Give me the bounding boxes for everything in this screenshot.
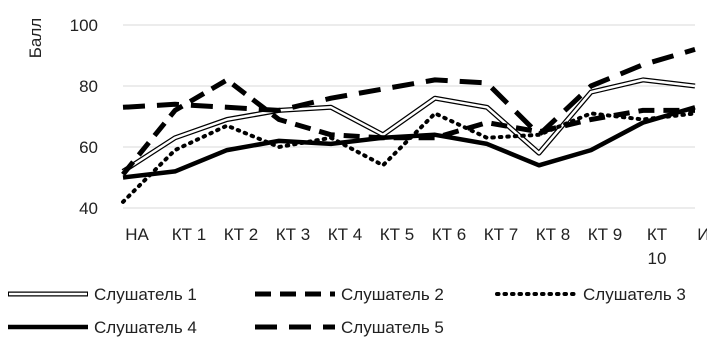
legend-item: Слушатель 5 (255, 318, 444, 337)
x-tick-label: НА (125, 225, 149, 244)
x-tick-label: КТ 7 (484, 225, 518, 244)
y-tick-label: 60 (79, 138, 98, 157)
series-line-inner (122, 78, 696, 173)
x-tick-label: КТ 8 (536, 225, 570, 244)
x-tick-label: КТ 5 (380, 225, 414, 244)
y-tick-label: 100 (70, 16, 98, 35)
series-path (122, 47, 696, 138)
legend-label: Слушатель 5 (341, 318, 444, 337)
x-tick-label: КТ 9 (588, 225, 622, 244)
legend-label: Слушатель 3 (583, 285, 686, 304)
series-line-1 (121, 77, 696, 174)
series-line-4 (122, 105, 696, 180)
legend-item: Слушатель 1 (8, 285, 197, 304)
series-path (122, 105, 696, 180)
x-tick-label: КТ 1 (172, 225, 206, 244)
legend: Слушатель 1 Слушатель 2 Слушатель 3 Слушате… (8, 285, 686, 337)
y-axis-label: Балл (26, 18, 45, 58)
x-tick-label: ИА (697, 225, 707, 244)
series-line-3 (121, 111, 697, 204)
x-axis-ticks: НА КТ 1 КТ 2 КТ 3 КТ 4 КТ 5 КТ 6 КТ 7 КТ 8 КТ 9 КТ… (125, 225, 707, 268)
y-tick-label: 80 (79, 77, 98, 96)
legend-label: Слушатель 4 (94, 318, 197, 337)
x-tick-label: КТ 10 (647, 225, 667, 268)
series-path (121, 111, 697, 204)
legend-item: Слушатель 2 (255, 285, 444, 304)
legend-label: Слушатель 1 (94, 285, 197, 304)
legend-label: Слушатель 2 (341, 285, 444, 304)
legend-item: Слушатель 3 (495, 285, 686, 304)
y-tick-label: 40 (79, 199, 98, 218)
y-axis-ticks: 40 60 80 100 (70, 16, 98, 218)
series-line-5 (122, 47, 696, 138)
x-tick-label: КТ 2 (224, 225, 258, 244)
x-tick-label: КТ 6 (432, 225, 466, 244)
legend-item: Слушатель 4 (8, 318, 197, 337)
x-tick-label: КТ 4 (328, 225, 362, 244)
x-tick-label: КТ 3 (276, 225, 310, 244)
series-layer (121, 47, 697, 204)
